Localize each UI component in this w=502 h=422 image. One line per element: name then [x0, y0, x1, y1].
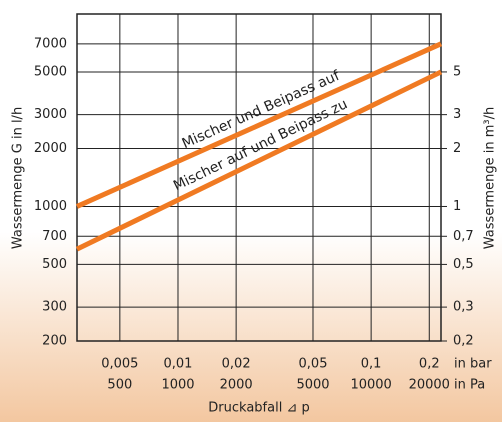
y-tick-label: 200 — [42, 334, 67, 349]
line — [75, 69, 443, 252]
x-tick-label: 0,1 — [361, 357, 382, 372]
x2-tick-label: 2000 — [220, 378, 253, 393]
y2-tick-label: 3 — [453, 107, 461, 122]
y2-tick-label: 0,5 — [453, 257, 474, 272]
y-tick-label: 1000 — [34, 199, 67, 214]
y-tick-label: 300 — [42, 300, 67, 315]
x2-tick-label: 10000 — [350, 378, 391, 393]
x-tick-label: 0,02 — [222, 357, 251, 372]
x-unit: in bar — [454, 357, 492, 372]
y-tick-label: 2000 — [34, 141, 67, 156]
x2-unit: in Pa — [454, 378, 485, 393]
y2-tick-label: 5 — [453, 64, 461, 79]
y-axis-title: Wassermenge G in l/h — [11, 107, 26, 249]
x2-tick-label: 500 — [107, 378, 132, 393]
x-axis-title: Druckabfall ⊿ p — [208, 401, 309, 416]
x-tick-label: 0,05 — [299, 357, 328, 372]
x-tick-label: 0,005 — [101, 357, 138, 372]
x-tick-label: 0,2 — [419, 357, 440, 372]
y-tick-label: 500 — [42, 257, 67, 272]
y2-tick-label: 2 — [453, 141, 461, 156]
x2-tick-label: 20000 — [409, 378, 450, 393]
x2-tick-label: 1000 — [161, 378, 194, 393]
x2-tick-label: 5000 — [296, 378, 329, 393]
y2-tick-label: 1 — [453, 199, 461, 214]
y-tick-label: 3000 — [34, 107, 67, 122]
line — [75, 41, 443, 209]
plot-frame — [76, 13, 442, 342]
y2-axis-title: Wassermenge in m³/h — [483, 107, 498, 249]
x-tick-label: 0,01 — [164, 357, 193, 372]
y-tick-label: 5000 — [34, 64, 67, 79]
y-tick-label: 7000 — [34, 36, 67, 51]
y2-tick-label: 0,3 — [453, 300, 474, 315]
y2-tick-label: 0,7 — [453, 229, 474, 244]
y-tick-label: 700 — [42, 229, 67, 244]
y2-tick-label: 0,2 — [453, 334, 474, 349]
